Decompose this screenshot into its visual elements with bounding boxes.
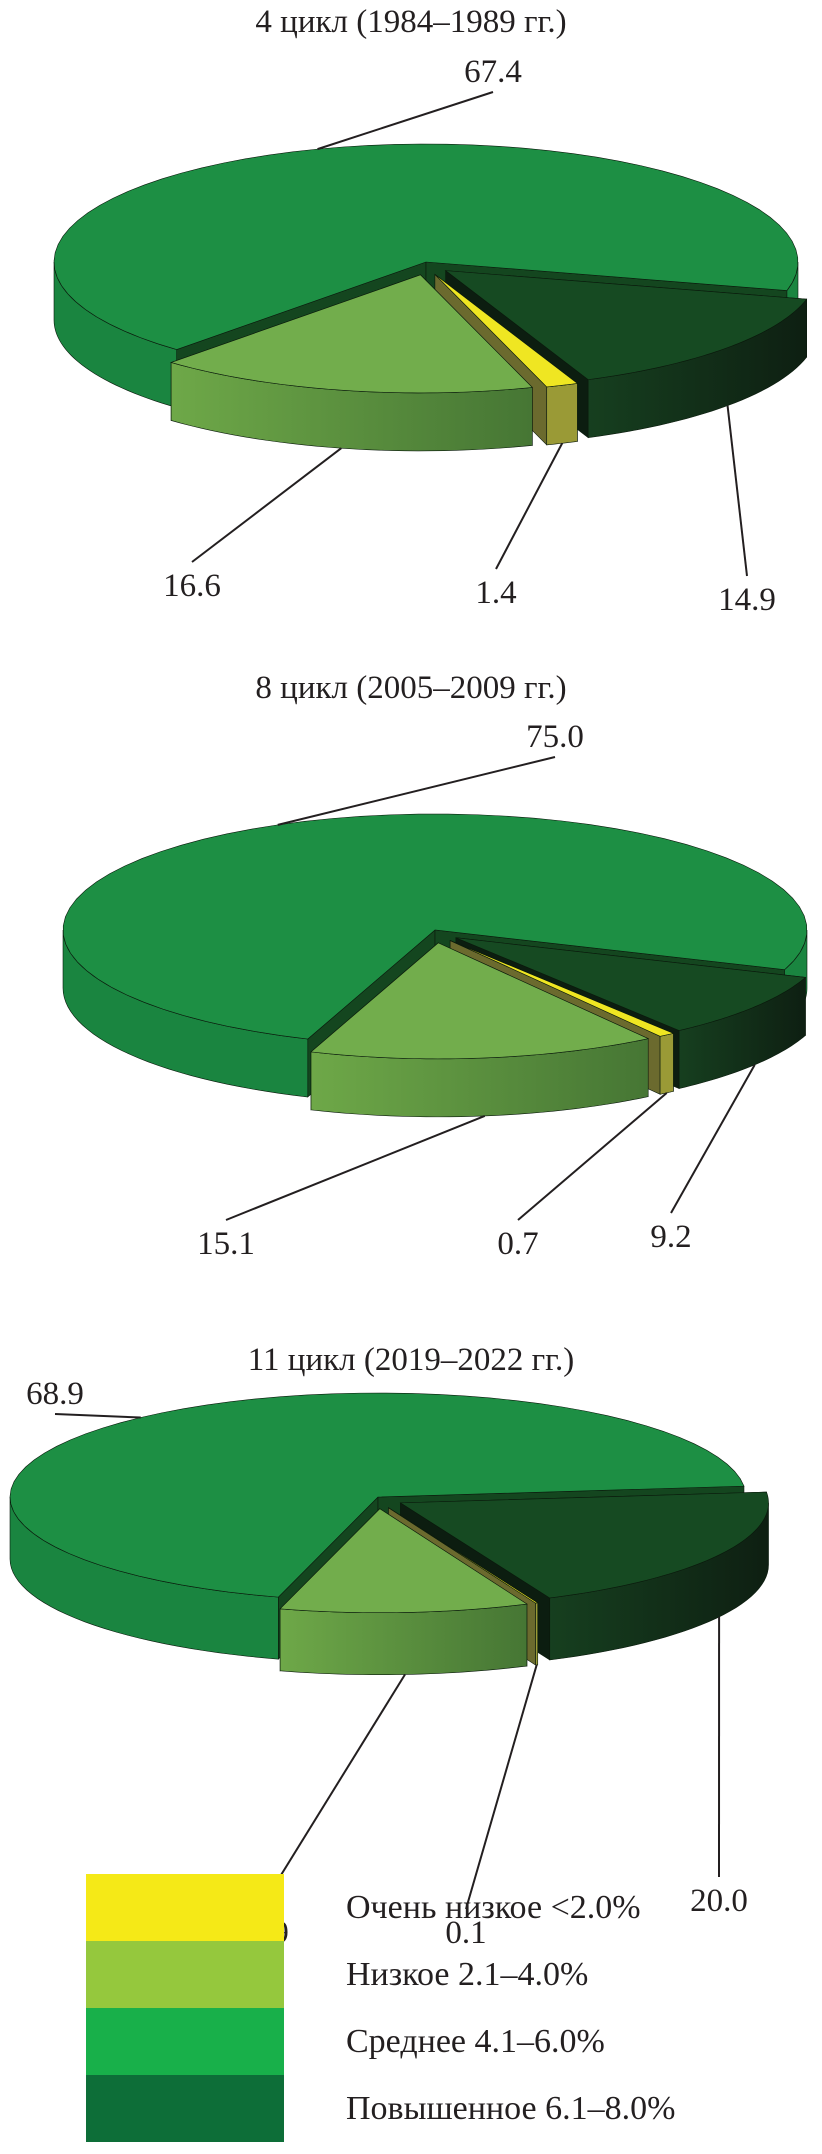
legend-item-very-low: Очень низкое <2.0% xyxy=(86,1874,675,1941)
leader-line xyxy=(259,1673,406,1910)
leader-line xyxy=(225,1115,486,1221)
slice-side-wall xyxy=(535,1602,539,1666)
data-label-very-low: 1.4 xyxy=(475,575,516,611)
slice-top xyxy=(9,1392,745,1598)
legend-swatch xyxy=(86,2075,284,2142)
leader-line xyxy=(277,756,556,826)
chart-title-1: 4 цикл (1984–1989 гг.) xyxy=(255,4,567,40)
pie-slice-low xyxy=(310,942,650,1118)
data-label-very-low: 0.7 xyxy=(497,1226,538,1262)
chart-title-2: 8 цикл (2005–2009 гг.) xyxy=(255,670,567,706)
slice-top xyxy=(279,1508,528,1614)
data-label-medium: 67.4 xyxy=(464,54,522,90)
data-label-low: 15.1 xyxy=(197,1226,255,1262)
pie-slice-low xyxy=(279,1508,528,1676)
slice-top xyxy=(444,270,808,380)
data-label-elevated: 9.2 xyxy=(650,1219,691,1255)
leader-line xyxy=(726,405,748,577)
legend: Очень низкое <2.0% Низкое 2.1–4.0% Средн… xyxy=(86,1874,675,2142)
slice-top xyxy=(170,274,533,394)
slice-top xyxy=(434,274,579,388)
legend-label: Низкое 2.1–4.0% xyxy=(346,1955,589,1993)
leader-line xyxy=(670,1064,756,1214)
legend-item-medium: Среднее 4.1–6.0% xyxy=(86,2008,675,2075)
pie-slice-low xyxy=(170,274,533,452)
data-label-medium: 75.0 xyxy=(526,719,584,755)
slice-side-wall xyxy=(279,1603,528,1676)
slice-top xyxy=(310,942,650,1060)
leader-line xyxy=(317,91,494,151)
slice-side-wall xyxy=(546,383,578,446)
data-label-medium: 68.9 xyxy=(26,1376,84,1412)
legend-label: Среднее 4.1–6.0% xyxy=(346,2022,605,2060)
data-label-elevated: 20.0 xyxy=(690,1883,748,1919)
slice-side-wall xyxy=(659,1032,674,1095)
legend-item-low: Низкое 2.1–4.0% xyxy=(86,1941,675,2008)
pie-chart-2: 75.0 9.2 0.7 15.1 xyxy=(62,719,808,1262)
slice-top xyxy=(450,940,675,1037)
legend-label: Повышенное 6.1–8.0% xyxy=(346,2089,676,2127)
leader-line xyxy=(465,1664,538,1910)
legend-swatch xyxy=(86,1874,284,1941)
data-label-low: 16.6 xyxy=(163,568,221,604)
slice-top xyxy=(455,937,807,1031)
leader-line xyxy=(54,1413,141,1419)
legend-swatch xyxy=(86,1941,284,2008)
leader-line xyxy=(191,447,342,563)
data-label-very-low: 0.1 xyxy=(445,1915,486,1951)
pie-chart-1: 67.4 14.9 1.4 16.6 xyxy=(53,54,808,618)
leader-line xyxy=(495,442,564,570)
chart-title-3: 11 цикл (2019–2022 гг.) xyxy=(247,1342,575,1378)
pie-chart-3: 68.920.00.110.9 xyxy=(9,1376,769,1951)
legend-label: Очень низкое <2.0% xyxy=(346,1888,641,1926)
slice-top xyxy=(388,1507,539,1604)
leader-line xyxy=(517,1092,668,1221)
legend-item-elevated: Повышенное 6.1–8.0% xyxy=(86,2075,675,2142)
data-label-elevated: 14.9 xyxy=(718,582,776,618)
slice-top xyxy=(399,1491,769,1599)
legend-swatch xyxy=(86,2008,284,2075)
